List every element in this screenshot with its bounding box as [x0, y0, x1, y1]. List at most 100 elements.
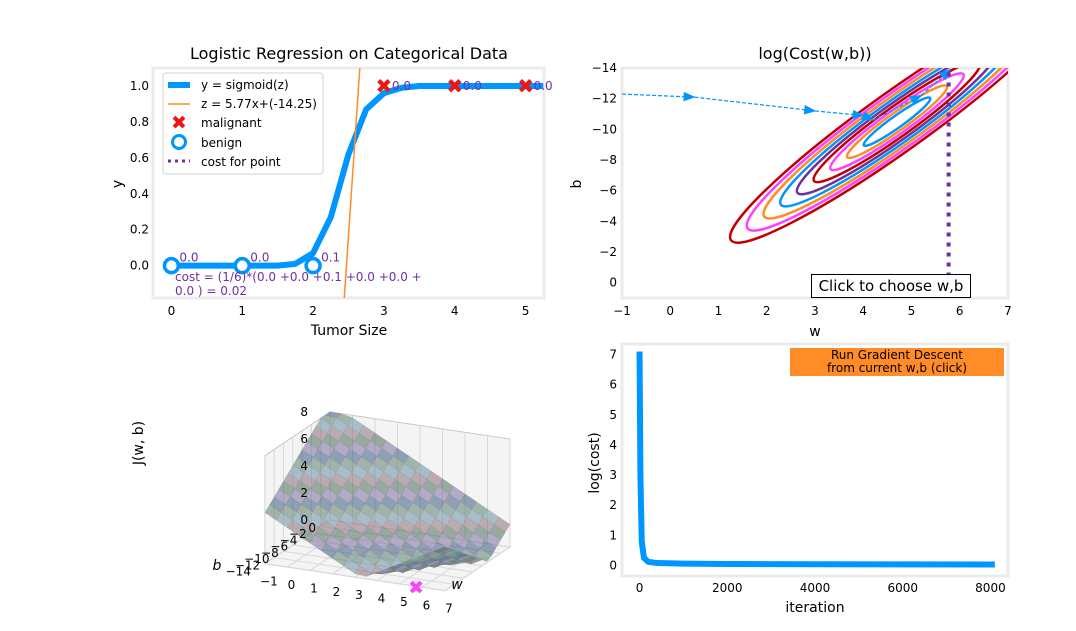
logistic-axes-frame	[151, 66, 546, 300]
cost-xtick-label: 0	[636, 581, 644, 595]
surface-w-tick: 5	[400, 595, 408, 609]
logistic-marks: ✖ 0.0 ✖ 0.0 ✖ 0.00.0 0.0 0.1	[162, 67, 553, 299]
contour-ytick-label: −8	[599, 153, 617, 167]
benign-point	[162, 256, 181, 275]
contour-xtick-label: 6	[956, 304, 964, 318]
logistic-xtick-label: 3	[380, 304, 388, 318]
cost-ytick-label: 7	[609, 348, 617, 362]
benign-cost-label: 0.1	[321, 251, 340, 265]
surface-b-tick: −2	[289, 527, 307, 541]
logistic-ytick-label: 0.0	[130, 259, 149, 273]
logistic-xlabel: Tumor Size	[310, 323, 387, 339]
contour-lines[interactable]	[714, 0, 1076, 264]
contour-ytick-label: −12	[592, 92, 617, 106]
contour-ylabel: b	[569, 179, 585, 188]
benign-point	[233, 256, 251, 275]
cost-text-line2: 0.0 ) = 0.02	[175, 284, 247, 298]
malignant-cost-label: 0.0	[392, 79, 411, 93]
contour-xtick-label: 2	[763, 304, 771, 318]
cost-ylabel: log(cost)	[587, 432, 603, 493]
contour-xtick-label: 0	[666, 304, 674, 318]
surface-b-tick: −14	[226, 565, 251, 579]
surface-w-tick: 2	[333, 585, 341, 599]
descent-step	[920, 68, 951, 97]
contour-xtick-label: 7	[1004, 304, 1012, 318]
surface-w-tick: 6	[423, 598, 431, 612]
contour-axes-frame	[620, 66, 1010, 300]
choose-wb-button[interactable]: Click to choose w,b	[811, 274, 971, 298]
cost-xlabel: iteration	[785, 600, 844, 616]
benign-cost-label: 0.0	[179, 251, 198, 265]
surface-z-tick: 4	[300, 459, 308, 473]
logistic-ytick-label: 0.6	[130, 151, 149, 165]
surface-z-tick: 2	[300, 486, 308, 500]
legend-cost-label: cost for point	[201, 155, 281, 169]
sigmoid-curve	[171, 82, 544, 269]
malignant-point: ✖	[446, 74, 463, 98]
surface-w-tick: 3	[355, 588, 363, 602]
contour-xtick-label: −1	[613, 304, 631, 318]
cost-ytick-label: 6	[609, 378, 617, 392]
cost-xtick-label: 8000	[975, 581, 1006, 595]
contour-line	[762, 68, 1008, 220]
run-gd-line2: from current w,b (click)	[826, 361, 968, 375]
logistic-ytick-label: 0.8	[130, 115, 149, 129]
legend-benign-label: benign	[201, 136, 242, 150]
logistic-ylabel: y	[110, 180, 126, 188]
logistic-ticks: 0 1 2 3 4 5 0.0 0.2 0.4 0.6 0.8 1.0	[130, 79, 529, 318]
cost-history-panel: iteration log(cost) 0 2000 4000 6000 8000 0 1 2…	[587, 342, 1010, 616]
surface-w-label: w	[451, 577, 463, 593]
run-gd-line1: Run Gradient Descent	[830, 348, 964, 362]
legend-box	[162, 72, 324, 175]
contour-line	[745, 68, 1008, 232]
contour-ticks: −1 0 1 2 3 4 5 6 70−2−4−6−8−10−12−14	[592, 61, 1012, 318]
surface-current-point: ✖	[408, 577, 424, 599]
cost-ytick-label: 4	[609, 438, 617, 452]
surface-z-tick: 0	[300, 513, 308, 527]
descent-path	[622, 68, 951, 297]
legend-malignant-label: malignant	[201, 116, 262, 130]
cost-ytick-label: 3	[609, 468, 617, 482]
legend-malignant-marker: ✖	[171, 112, 187, 134]
logistic-title: Logistic Regression on Categorical Data	[190, 44, 508, 63]
contour-line	[778, 68, 1008, 208]
legend-z-label: z = 5.77x+(-14.25)	[201, 97, 317, 111]
surface-w-tick: 4	[378, 592, 386, 606]
contour-line	[812, 68, 982, 184]
malignant-point: ✖	[517, 74, 534, 98]
surface-w-tick: −1	[260, 575, 278, 589]
descent-step	[694, 96, 817, 115]
malignant-point: ✖	[376, 74, 393, 98]
cost-history-line	[636, 351, 995, 568]
contour-xlabel: w	[809, 324, 820, 340]
run-gradient-descent-button[interactable]: Run Gradient Descent from current w,b (c…	[789, 347, 1005, 377]
logistic-legend: y = sigmoid(z) z = 5.77x+(-14.25) ✖ mali…	[162, 72, 324, 175]
descent-step	[622, 91, 696, 102]
cost-ytick-label: 1	[609, 528, 617, 542]
contour-line	[728, 68, 1008, 244]
z-line	[343, 67, 361, 299]
surface-b-label: b	[213, 558, 222, 574]
surface-b-tick: −6	[270, 540, 288, 554]
logistic-xtick-label: 5	[522, 304, 530, 318]
contour-xtick-label: 5	[908, 304, 916, 318]
cost-ytick-label: 2	[609, 498, 617, 512]
surface-b-tick: −8	[261, 546, 279, 560]
surface-z-tick: 8	[300, 405, 308, 419]
surface-mesh	[264, 411, 511, 577]
contour-line	[795, 68, 999, 196]
contour-xtick-label: 3	[811, 304, 819, 318]
surface-z-label: J(w, b)	[131, 421, 147, 466]
surface-grid-line	[444, 546, 511, 592]
benign-point	[304, 256, 322, 275]
cost-axes-frame	[620, 342, 1010, 578]
choose-wb-label: Click to choose w,b	[818, 277, 964, 295]
surface-z-tick: 6	[300, 432, 308, 446]
contour-panel: log(Cost(w,b)) w b −1 0 1 2 3 4 5 6 70−2−4−6−8−1…	[569, 0, 1076, 340]
surface-cell	[432, 546, 451, 553]
logistic-xtick-label: 4	[451, 304, 459, 318]
contour-ytick-label: −4	[599, 214, 617, 228]
